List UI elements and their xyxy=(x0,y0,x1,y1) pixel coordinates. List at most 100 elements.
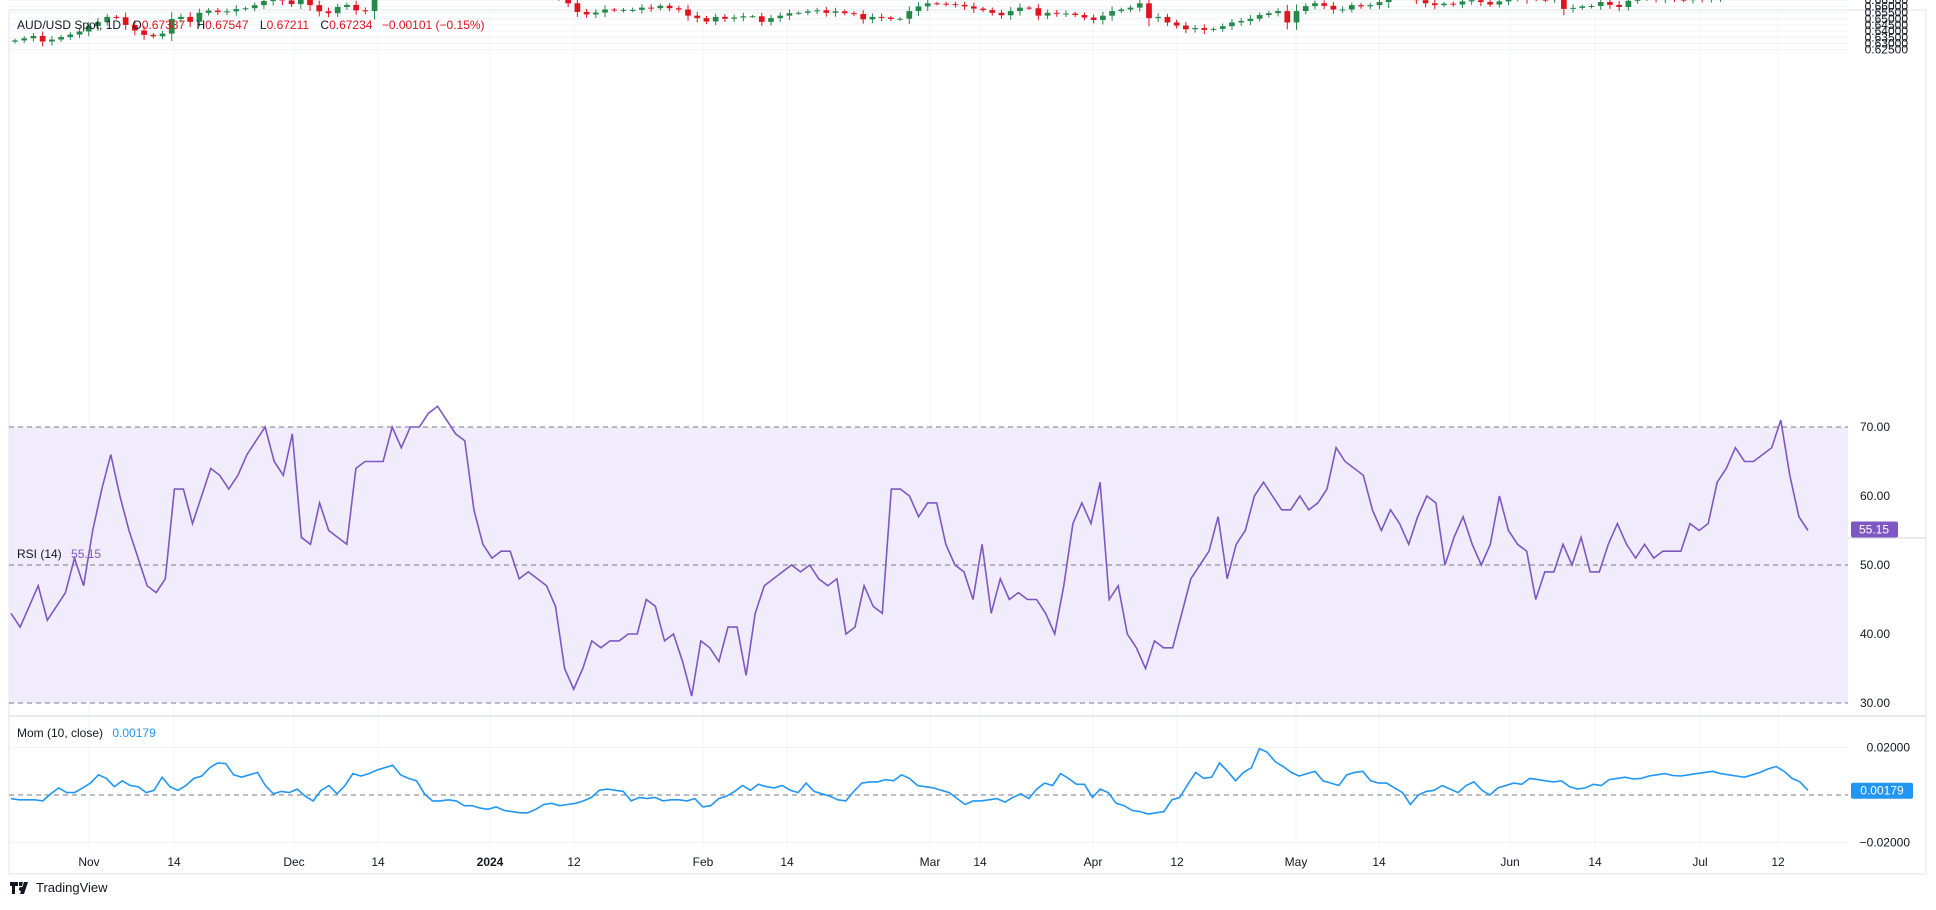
candle[interactable] xyxy=(21,35,28,44)
candle[interactable] xyxy=(30,32,37,42)
candle[interactable] xyxy=(795,11,802,15)
candle[interactable] xyxy=(325,7,332,18)
candle[interactable] xyxy=(694,11,701,23)
candle[interactable] xyxy=(334,3,341,17)
candle[interactable] xyxy=(952,1,959,8)
candle[interactable] xyxy=(1109,6,1115,21)
candle[interactable] xyxy=(943,1,950,7)
candle[interactable] xyxy=(1588,4,1595,9)
momentum-pane[interactable] xyxy=(9,747,1848,815)
candle[interactable] xyxy=(915,2,922,16)
candle[interactable] xyxy=(1552,0,1558,3)
candle[interactable] xyxy=(1422,0,1429,8)
candle[interactable] xyxy=(288,0,295,7)
candle[interactable] xyxy=(1127,5,1134,13)
candle[interactable] xyxy=(1376,0,1383,10)
candle[interactable] xyxy=(1358,2,1364,9)
candle[interactable] xyxy=(749,14,756,18)
candle[interactable] xyxy=(1459,0,1466,9)
candle[interactable] xyxy=(85,21,92,37)
candle[interactable] xyxy=(150,33,157,39)
candle[interactable] xyxy=(1699,0,1705,3)
candle[interactable] xyxy=(1136,0,1143,12)
candle[interactable] xyxy=(768,14,774,26)
candle[interactable] xyxy=(869,13,876,24)
candle[interactable] xyxy=(620,7,627,13)
candle[interactable] xyxy=(1579,4,1586,10)
candle[interactable] xyxy=(1321,0,1328,10)
price-axis[interactable]: 0.690000.685000.680000.675000.670000.665… xyxy=(1851,0,1913,57)
candle[interactable] xyxy=(270,0,277,6)
candle[interactable] xyxy=(1496,0,1503,8)
candle[interactable] xyxy=(1348,2,1355,13)
candle[interactable] xyxy=(712,13,719,26)
candle[interactable] xyxy=(657,3,664,11)
candle[interactable] xyxy=(574,0,581,17)
candle[interactable] xyxy=(214,7,221,15)
candle[interactable] xyxy=(1302,3,1309,15)
candle[interactable] xyxy=(39,31,46,47)
candle[interactable] xyxy=(1524,0,1530,4)
candle[interactable] xyxy=(307,0,313,11)
candle[interactable] xyxy=(1063,10,1069,18)
candle[interactable] xyxy=(233,5,240,16)
candle[interactable] xyxy=(1210,27,1217,32)
candle[interactable] xyxy=(851,11,857,17)
candle[interactable] xyxy=(1570,4,1576,13)
candle[interactable] xyxy=(1100,11,1106,25)
candle[interactable] xyxy=(740,12,747,22)
candle[interactable] xyxy=(1044,9,1051,20)
candle[interactable] xyxy=(1672,0,1678,2)
candle[interactable] xyxy=(1256,12,1263,22)
candle[interactable] xyxy=(758,12,765,26)
candle[interactable] xyxy=(1265,10,1272,18)
candle[interactable] xyxy=(58,34,64,42)
candle[interactable] xyxy=(629,7,636,13)
candle[interactable] xyxy=(1478,0,1484,7)
candle[interactable] xyxy=(1690,0,1696,4)
candle[interactable] xyxy=(666,3,673,12)
candle[interactable] xyxy=(168,12,175,42)
candle[interactable] xyxy=(178,13,184,23)
candle[interactable] xyxy=(814,7,820,15)
candle[interactable] xyxy=(961,1,968,10)
candle[interactable] xyxy=(1017,3,1023,16)
candle[interactable] xyxy=(832,7,839,17)
candle[interactable] xyxy=(344,2,350,10)
candle[interactable] xyxy=(685,4,691,21)
candle[interactable] xyxy=(1173,19,1180,29)
candle[interactable] xyxy=(897,16,903,22)
rsi-pane[interactable] xyxy=(9,405,1848,704)
candle[interactable] xyxy=(371,0,378,20)
candle[interactable] xyxy=(1007,7,1014,20)
candle[interactable] xyxy=(970,2,977,13)
candle[interactable] xyxy=(353,0,359,15)
candle[interactable] xyxy=(1339,6,1346,13)
candle[interactable] xyxy=(1201,24,1208,34)
candle[interactable] xyxy=(906,6,913,24)
candle[interactable] xyxy=(1487,0,1493,7)
candle[interactable] xyxy=(611,7,618,13)
candle[interactable] xyxy=(196,8,203,27)
candle[interactable] xyxy=(122,12,129,31)
candle[interactable] xyxy=(777,12,784,22)
candle[interactable] xyxy=(1192,24,1198,33)
candle[interactable] xyxy=(1026,6,1032,10)
candle[interactable] xyxy=(583,8,590,18)
candle[interactable] xyxy=(841,9,848,16)
candle[interactable] xyxy=(648,4,654,12)
candle[interactable] xyxy=(1312,0,1318,10)
candle[interactable] xyxy=(279,0,286,6)
candle[interactable] xyxy=(1385,0,1392,9)
candle[interactable] xyxy=(1330,1,1337,14)
candle[interactable] xyxy=(242,6,249,11)
candle[interactable] xyxy=(316,0,323,17)
candle[interactable] xyxy=(187,12,194,28)
candle[interactable] xyxy=(141,26,147,40)
candle[interactable] xyxy=(224,8,230,16)
candle[interactable] xyxy=(592,9,599,19)
candle[interactable] xyxy=(1219,23,1226,32)
candle[interactable] xyxy=(113,14,120,20)
candle[interactable] xyxy=(104,13,111,26)
